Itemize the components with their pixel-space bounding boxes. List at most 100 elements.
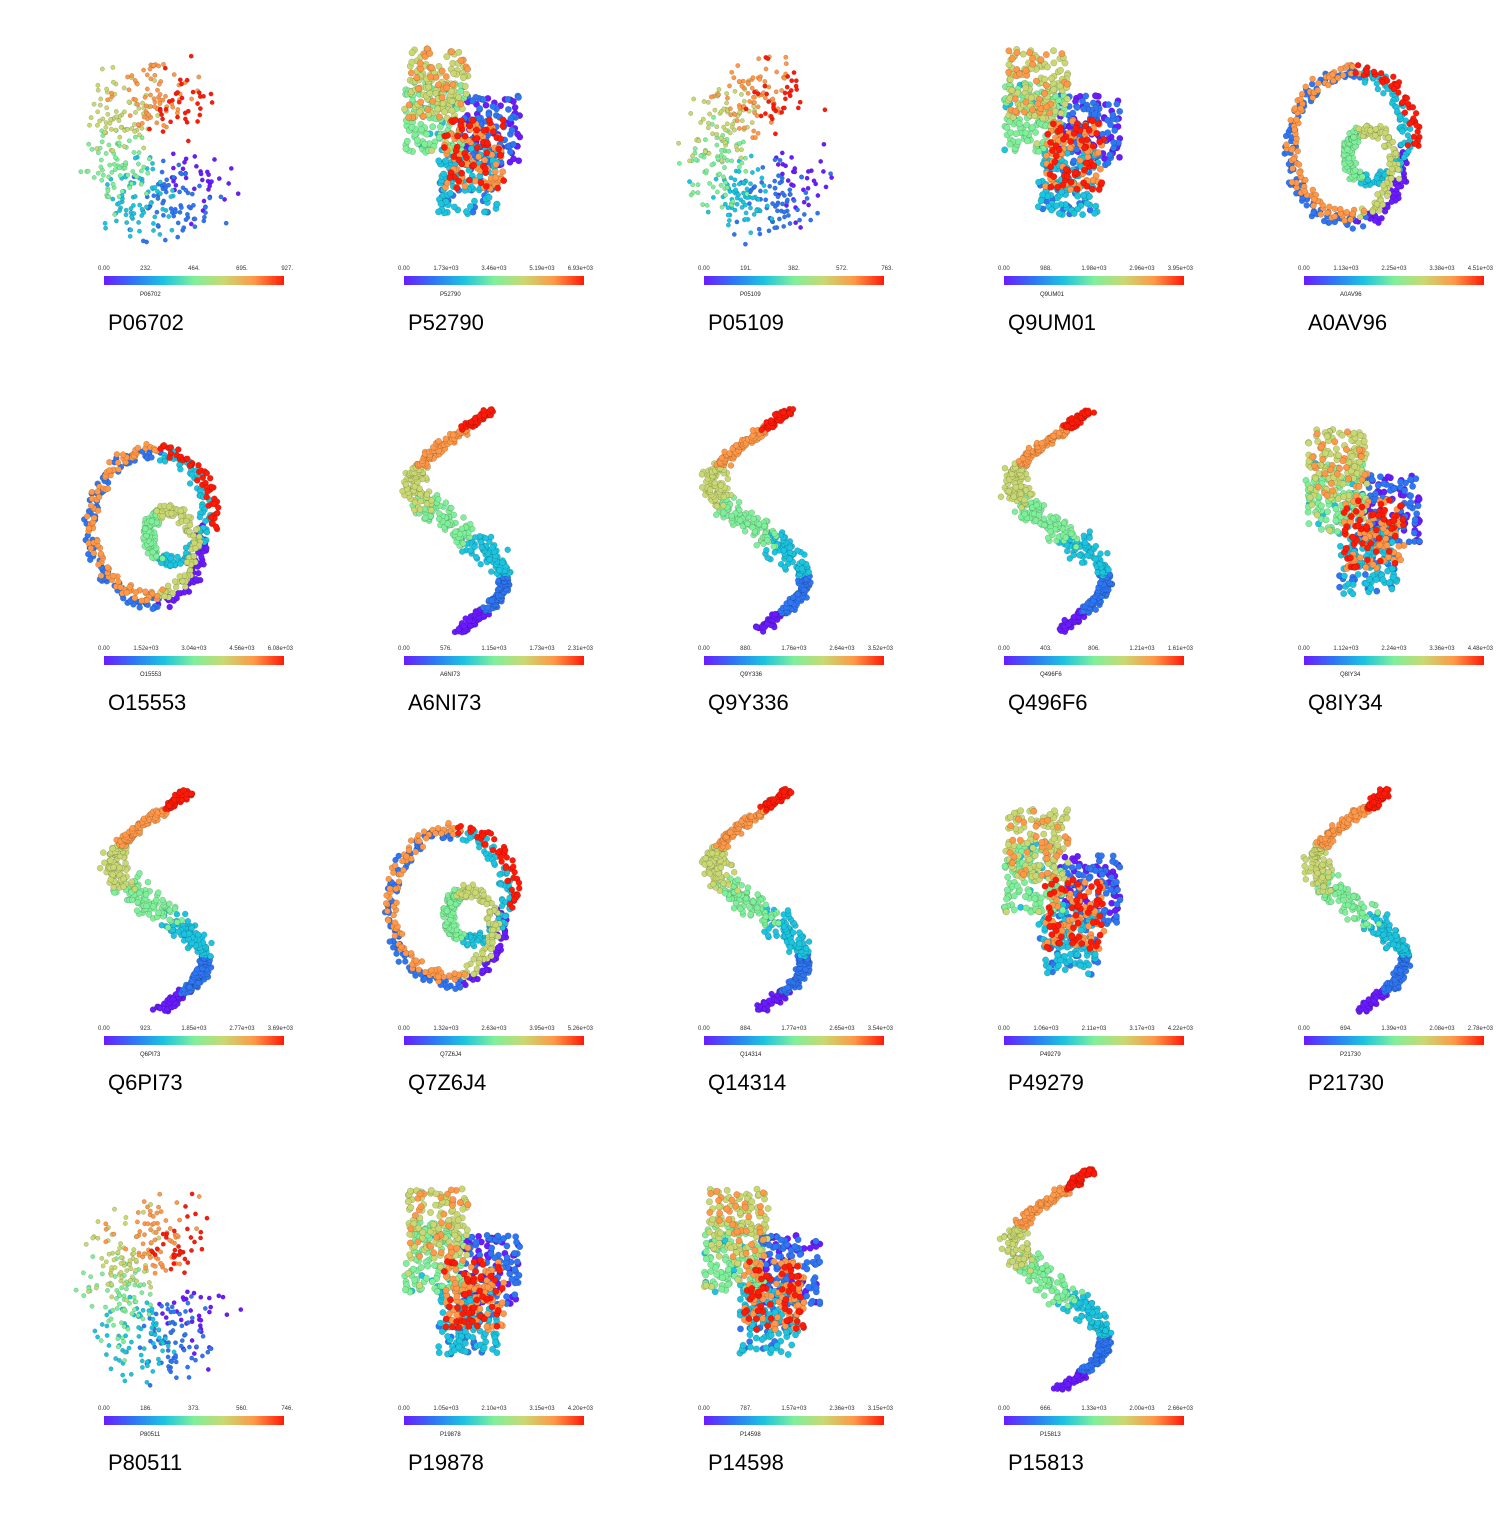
colorbar bbox=[704, 1416, 884, 1425]
colorbar-tick-label: 3.15e+03 bbox=[867, 1406, 893, 1412]
colorbar-tick-label: 0.00 bbox=[698, 1026, 710, 1032]
colorbar-tick-label: 5.26e+03 bbox=[567, 1026, 593, 1032]
colorbar-tick-label: 464. bbox=[188, 266, 200, 272]
colorbar-tick-label: 1.21e+03 bbox=[1129, 646, 1155, 652]
colorbar-ticks: 0.00 232. 464. 695. 927. bbox=[98, 266, 293, 274]
colorbar-tick-label: 191. bbox=[740, 266, 752, 272]
colorbar-tick-label: 4.20e+03 bbox=[567, 1406, 593, 1412]
colorbar-tick-label: 0.00 bbox=[398, 1406, 410, 1412]
colorbar bbox=[704, 656, 884, 665]
colorbar-tick-label: 2.63e+03 bbox=[481, 1026, 507, 1032]
colorbar-tick-label: 2.08e+03 bbox=[1429, 1026, 1455, 1032]
colorbar-tick-label: 2.78e+03 bbox=[1467, 1026, 1493, 1032]
colorbar-tick-label: 695. bbox=[236, 266, 248, 272]
colorbar-tick-label: 746. bbox=[281, 1406, 293, 1412]
colorbar bbox=[404, 1036, 584, 1045]
protein-panel: 0.00 666. 1.33e+03 2.00e+03 2.66e+03 P15813 P1… bbox=[900, 1140, 1200, 1520]
colorbar-tick-label: 2.25e+03 bbox=[1381, 266, 1407, 272]
colorbar-tick-label: 1.33e+03 bbox=[1081, 1406, 1107, 1412]
colorbar-ticks: 0.00 1.52e+03 3.04e+03 4.56e+03 6.08e+03 bbox=[98, 646, 293, 654]
colorbar-tick-label: 2.36e+03 bbox=[829, 1406, 855, 1412]
protein-id-label: Q9Y336 bbox=[708, 690, 789, 715]
colorbar-tick-label: 1.76e+03 bbox=[781, 646, 807, 652]
colorbar-caption: Q6PI73 bbox=[140, 1052, 161, 1058]
protein-id-label: P15813 bbox=[1008, 1450, 1084, 1475]
colorbar-tick-label: 988. bbox=[1040, 266, 1052, 272]
protein-panel: 0.00 232. 464. 695. 927. P06702 P06702 bbox=[0, 0, 300, 380]
colorbar-tick-label: 3.69e+03 bbox=[267, 1026, 293, 1032]
colorbar-caption: P06702 bbox=[140, 292, 161, 298]
colorbar-tick-label: 3.46e+03 bbox=[481, 266, 507, 272]
colorbar-tick-label: 3.04e+03 bbox=[181, 646, 207, 652]
colorbar bbox=[104, 656, 284, 665]
colorbar-tick-label: 382. bbox=[788, 266, 800, 272]
protein-structure-render bbox=[381, 819, 523, 993]
colorbar-caption: Q8IY34 bbox=[1340, 672, 1361, 678]
colorbar bbox=[704, 276, 884, 285]
protein-id-label: O15553 bbox=[108, 690, 187, 715]
protein-panel: 0.00 787. 1.57e+03 2.36e+03 3.15e+03 P14598 P1… bbox=[600, 1140, 900, 1520]
colorbar-tick-label: 0.00 bbox=[698, 266, 710, 272]
colorbar bbox=[104, 276, 284, 285]
colorbar-ticks: 0.00 1.32e+03 2.63e+03 3.95e+03 5.26e+03 bbox=[398, 1026, 593, 1034]
colorbar-tick-label: 806. bbox=[1088, 646, 1100, 652]
colorbar-caption: Q9Y336 bbox=[740, 672, 763, 678]
colorbar-tick-label: 0.00 bbox=[1298, 646, 1310, 652]
protein-panel: 0.00 880. 1.76e+03 2.64e+03 3.52e+03 Q9Y336 Q9… bbox=[600, 380, 900, 760]
protein-id-label: Q496F6 bbox=[1008, 690, 1088, 715]
colorbar-tick-label: 0.00 bbox=[398, 1026, 410, 1032]
colorbar-tick-label: 1.15e+03 bbox=[481, 646, 507, 652]
colorbar-tick-label: 3.36e+03 bbox=[1429, 646, 1455, 652]
colorbar-ticks: 0.00 923. 1.85e+03 2.77e+03 3.69e+03 bbox=[98, 1026, 293, 1034]
colorbar-tick-label: 0.00 bbox=[98, 1406, 110, 1412]
protein-panel: 0.00 1.12e+03 2.24e+03 3.36e+03 4.48e+03 Q8IY… bbox=[1200, 380, 1500, 760]
protein-panel: 0.00 186. 373. 560. 746. P80511 P80511 bbox=[0, 1140, 300, 1520]
colorbar-caption: A6NI73 bbox=[440, 672, 461, 678]
colorbar-tick-label: 923. bbox=[140, 1026, 152, 1032]
protein-structure-render bbox=[1000, 806, 1124, 978]
colorbar bbox=[404, 276, 584, 285]
colorbar-tick-label: 2.31e+03 bbox=[567, 646, 593, 652]
colorbar-tick-label: 694. bbox=[1340, 1026, 1352, 1032]
colorbar-caption: P21730 bbox=[1340, 1052, 1361, 1058]
colorbar-tick-label: 880. bbox=[740, 646, 752, 652]
protein-id-label: Q14314 bbox=[708, 1070, 787, 1095]
colorbar-ticks: 0.00 666. 1.33e+03 2.00e+03 2.66e+03 bbox=[998, 1406, 1193, 1414]
colorbar-ticks: 0.00 884. 1.77e+03 2.65e+03 3.54e+03 bbox=[698, 1026, 893, 1034]
colorbar-tick-label: 0.00 bbox=[398, 646, 410, 652]
colorbar-tick-label: 560. bbox=[236, 1406, 248, 1412]
colorbar-ticks: 0.00 1.05e+03 2.10e+03 3.15e+03 4.20e+03 bbox=[398, 1406, 593, 1414]
colorbar bbox=[1004, 1416, 1184, 1425]
colorbar-tick-label: 666. bbox=[1040, 1406, 1052, 1412]
colorbar-ticks: 0.00 988. 1.98e+03 2.96e+03 3.95e+03 bbox=[998, 266, 1193, 274]
colorbar-tick-label: 232. bbox=[140, 266, 152, 272]
colorbar-tick-label: 1.85e+03 bbox=[181, 1026, 207, 1032]
protein-structure-render bbox=[401, 1185, 524, 1358]
colorbar-tick-label: 884. bbox=[740, 1026, 752, 1032]
colorbar-tick-label: 0.00 bbox=[398, 266, 410, 272]
colorbar-tick-label: 3.17e+03 bbox=[1129, 1026, 1155, 1032]
protein-panel: 0.00 694. 1.39e+03 2.08e+03 2.78e+03 P21730 P2… bbox=[1200, 760, 1500, 1140]
colorbar-tick-label: 1.32e+03 bbox=[433, 1026, 459, 1032]
colorbar-caption: Q7Z6J4 bbox=[440, 1052, 462, 1058]
colorbar-tick-label: 373. bbox=[188, 1406, 200, 1412]
protein-structure-render bbox=[399, 406, 514, 636]
colorbar bbox=[1304, 656, 1484, 665]
colorbar-tick-label: 576. bbox=[440, 646, 452, 652]
colorbar-tick-label: 2.00e+03 bbox=[1129, 1406, 1155, 1412]
colorbar-tick-label: 1.61e+03 bbox=[1167, 646, 1193, 652]
colorbar-tick-label: 403. bbox=[1040, 646, 1052, 652]
protein-structure-render bbox=[96, 787, 215, 1015]
colorbar-tick-label: 763. bbox=[881, 266, 893, 272]
protein-panel: 0.00 1.06e+03 2.11e+03 3.17e+03 4.22e+03 P492… bbox=[900, 760, 1200, 1140]
colorbar-tick-label: 0.00 bbox=[998, 1406, 1010, 1412]
colorbar-tick-label: 5.19e+03 bbox=[529, 266, 555, 272]
colorbar-tick-label: 3.52e+03 bbox=[867, 646, 893, 652]
colorbar-tick-label: 1.13e+03 bbox=[1333, 266, 1359, 272]
protein-id-label: P52790 bbox=[408, 310, 484, 335]
colorbar bbox=[1004, 1036, 1184, 1045]
protein-panel: 0.00 403. 806. 1.21e+03 1.61e+03 Q496F6 Q496F6 bbox=[900, 380, 1200, 760]
colorbar-tick-label: 1.39e+03 bbox=[1381, 1026, 1407, 1032]
colorbar-tick-label: 0.00 bbox=[998, 1026, 1010, 1032]
colorbar-tick-label: 2.11e+03 bbox=[1081, 1026, 1107, 1032]
